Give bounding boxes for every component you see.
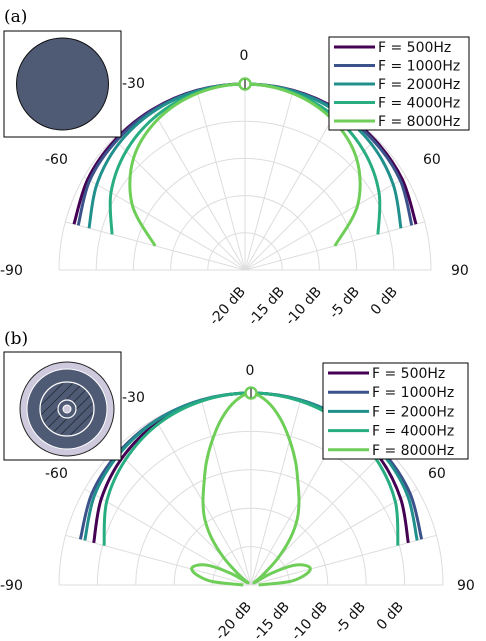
grid-spoke xyxy=(244,176,407,271)
angle-tick-label: -30 xyxy=(122,76,145,92)
angle-tick-label: 90 xyxy=(457,578,475,594)
center-pin-icon xyxy=(62,404,72,414)
angle-tick-label: 90 xyxy=(451,263,469,279)
solid-disc-icon xyxy=(16,37,109,131)
grid-spoke xyxy=(200,399,252,586)
panel-label-b: (b) xyxy=(4,329,28,349)
legend-label: F = 8000Hz xyxy=(372,443,454,459)
angle-tick-label: -60 xyxy=(45,152,68,168)
legend-label: F = 4000Hz xyxy=(372,424,454,440)
grid-spoke xyxy=(244,90,294,271)
angle-tick-label: 0 xyxy=(240,48,249,64)
legend-label: F = 1000Hz xyxy=(372,385,454,401)
radial-tick-labels-b: -20 dB -15 dB -10 dB -5 dB 0 dB xyxy=(212,599,407,641)
legend-label: F = 2000Hz xyxy=(378,77,460,93)
grid-spoke xyxy=(244,108,339,271)
legend-label: F = 1000Hz xyxy=(378,59,460,75)
radial-tick-label: -5 dB xyxy=(326,284,363,322)
grid-spoke xyxy=(151,108,246,271)
radial-tick-labels-a: -20 dB -15 dB -10 dB -5 dB 0 dB xyxy=(206,284,401,329)
legend-label: F = 4000Hz xyxy=(378,96,460,112)
angle-tick-label: 60 xyxy=(428,466,446,482)
radial-tick-label: -20 dB xyxy=(206,284,249,329)
radial-tick-label: -15 dB xyxy=(250,599,293,641)
grid-spoke xyxy=(196,90,246,271)
radial-tick-label: -20 dB xyxy=(212,599,255,641)
angle-tick-label: 60 xyxy=(423,152,441,168)
radial-tick-label: -15 dB xyxy=(245,284,288,329)
grid-spoke xyxy=(65,534,252,586)
legend-label: F = 8000Hz xyxy=(378,114,460,130)
legend-a: F = 500Hz F = 1000Hz F = 2000Hz F = 4000Hz F… xyxy=(328,36,470,131)
legend-label: F = 500Hz xyxy=(378,40,451,56)
panel-label-a: (a) xyxy=(4,7,27,27)
on-axis-marker-b xyxy=(244,386,258,400)
legend-label: F = 500Hz xyxy=(372,366,445,382)
on-axis-marker-a xyxy=(238,77,252,91)
radial-tick-label: 0 dB xyxy=(368,284,401,318)
grid-spoke xyxy=(83,176,246,271)
angle-tick-label: -30 xyxy=(122,390,145,406)
radial-tick-label: -10 dB xyxy=(282,284,325,329)
angle-tick-label: 0 xyxy=(246,363,255,379)
radial-tick-label: -10 dB xyxy=(288,599,331,641)
grid-spoke xyxy=(113,138,246,271)
polar-chart-a: (a) -90 -60 -30 0 30 60 90 -20 dB -15 dB… xyxy=(0,7,470,329)
polar-chart-b: (b) -90 -60 -30 0 30 60 90 -20 dB -15 dB… xyxy=(0,329,475,641)
grid-spoke xyxy=(250,534,437,586)
inset-solid-disc xyxy=(3,30,122,138)
grid-spoke xyxy=(244,138,377,271)
angle-tick-label: -90 xyxy=(0,578,23,594)
angle-tick-label: -90 xyxy=(0,263,23,279)
radial-tick-label: 0 dB xyxy=(374,599,407,633)
grid-spoke xyxy=(250,399,302,586)
inset-annular-ring xyxy=(3,351,122,461)
legend-label: F = 2000Hz xyxy=(372,404,454,420)
legend-b: F = 500Hz F = 1000Hz F = 2000Hz F = 4000Hz F… xyxy=(322,362,469,460)
radial-tick-label: -5 dB xyxy=(332,599,369,637)
angle-tick-label: -60 xyxy=(45,466,68,482)
